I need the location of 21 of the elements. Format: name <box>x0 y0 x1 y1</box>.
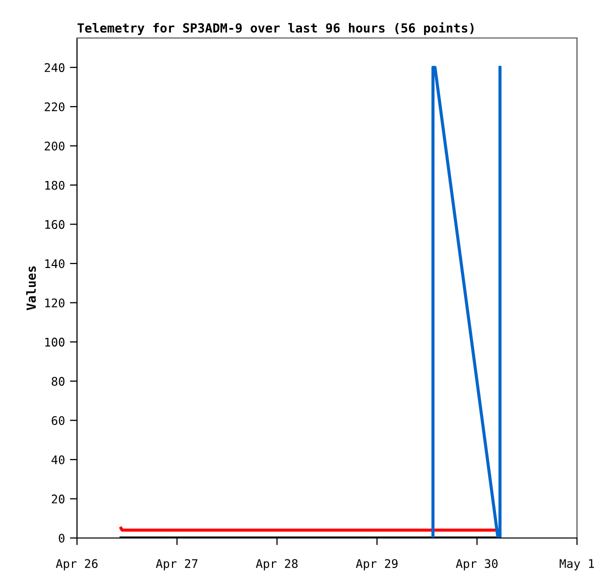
x-tick-label: May 1 <box>560 559 594 570</box>
y-tick-label: 100 <box>45 338 64 347</box>
x-tick-label: Apr 26 <box>56 559 98 570</box>
y-tick-label: 140 <box>45 259 64 268</box>
y-tick-label: 80 <box>52 376 64 386</box>
y-tick-label: 220 <box>44 102 64 112</box>
y-tick-label: 160 <box>45 220 64 229</box>
y-tick-label: 200 <box>44 142 64 151</box>
x-tick-label: Apr 29 <box>356 559 398 570</box>
y-tick-label: 60 <box>52 416 64 426</box>
y-tick-label: 240 <box>44 63 64 72</box>
y-tick-label: 40 <box>52 455 64 464</box>
x-tick-label: Apr 30 <box>456 559 498 570</box>
y-tick-label: 20 <box>52 494 64 504</box>
y-axis-title: Values <box>26 266 36 310</box>
x-tick-label: Apr 27 <box>156 559 198 570</box>
chart-title: Telemetry for SP3ADM-9 over last 96 hours (56 points) <box>78 22 474 36</box>
y-tick-label: 120 <box>45 298 64 308</box>
y-tick-label: 180 <box>45 180 64 190</box>
x-tick-label: Apr 28 <box>256 559 298 570</box>
y-tick-label: 0 <box>58 534 64 543</box>
